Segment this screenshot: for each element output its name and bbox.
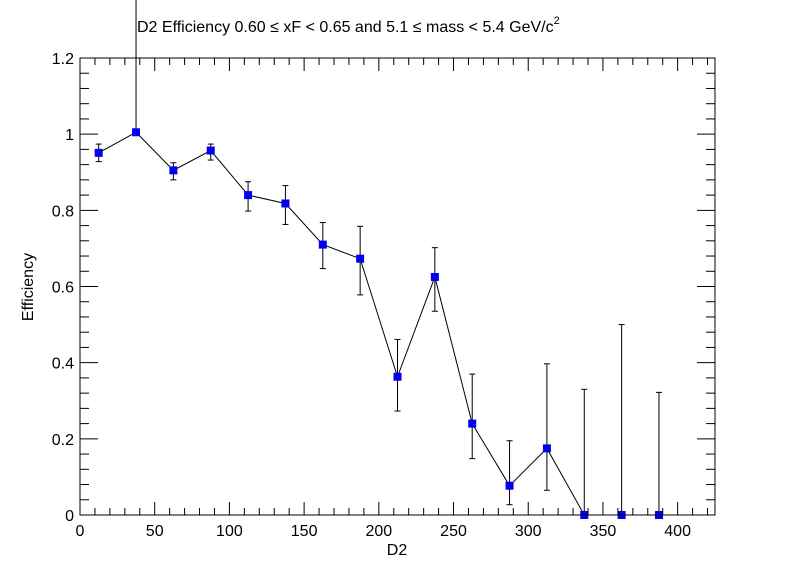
error-bar xyxy=(543,363,550,491)
y-tick-label: 1 xyxy=(65,127,74,144)
data-point xyxy=(542,444,551,453)
data-point xyxy=(430,272,439,281)
plot-frame xyxy=(79,57,716,516)
data-point xyxy=(468,419,477,428)
data-point xyxy=(281,199,290,208)
x-tick-label: 100 xyxy=(216,523,243,540)
x-tick-label: 50 xyxy=(146,523,164,540)
series-line xyxy=(98,131,659,516)
x-tick-label: 350 xyxy=(590,523,617,540)
x-tick-label: 300 xyxy=(515,523,542,540)
series-layer xyxy=(94,0,663,519)
data-point xyxy=(132,128,141,137)
data-point xyxy=(244,191,253,200)
data-point xyxy=(505,481,514,490)
y-tick-label: 0.2 xyxy=(52,432,74,449)
error-bar xyxy=(581,388,588,515)
data-point xyxy=(206,146,215,155)
error-bar xyxy=(655,391,662,515)
data-point xyxy=(94,148,103,157)
chart-title-superscript: 2 xyxy=(554,15,560,27)
x-axis-title: D2 xyxy=(387,542,408,559)
x-tick-label: 250 xyxy=(440,523,467,540)
error-bar xyxy=(618,324,625,515)
x-tick-label: 200 xyxy=(365,523,392,540)
error-bar xyxy=(469,373,476,460)
chart-title: D2 Efficiency 0.60 ≤ xF < 0.65 and 5.1 ≤… xyxy=(137,15,560,36)
y-tick-label: 1.2 xyxy=(52,51,74,68)
y-tick-label: 0.6 xyxy=(52,280,74,297)
x-tick-label: 0 xyxy=(76,523,85,540)
data-point xyxy=(318,240,327,249)
x-tick-label: 400 xyxy=(664,523,691,540)
y-axis-title: Efficiency xyxy=(20,253,37,321)
axes-layer: 0 50 100 150 200 250 300 350 400 0 0.2 0.4 0.6 0.8 1 1.… xyxy=(52,51,715,540)
error-bar xyxy=(506,440,513,506)
y-tick-label: 0 xyxy=(65,508,74,525)
data-point xyxy=(356,254,365,263)
x-tick-label: 150 xyxy=(291,523,318,540)
chart-title-main: D2 Efficiency 0.60 ≤ xF < 0.65 and 5.1 ≤… xyxy=(137,19,554,36)
data-point xyxy=(169,166,178,175)
y-tick-label: 0.4 xyxy=(52,356,74,373)
data-point xyxy=(393,372,402,381)
y-tick-label: 0.8 xyxy=(52,203,74,220)
